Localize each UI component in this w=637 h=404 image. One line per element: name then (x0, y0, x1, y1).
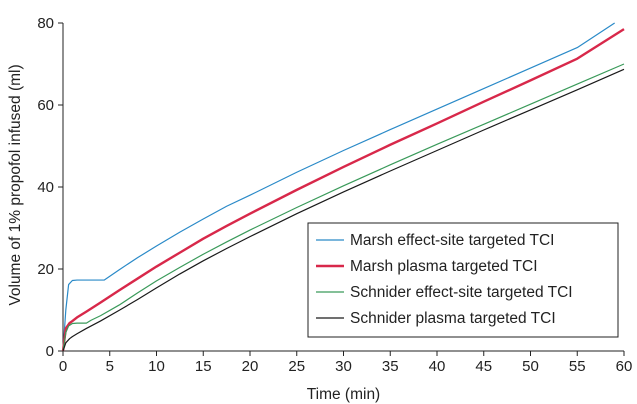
y-tick-label: 60 (37, 97, 54, 114)
legend-box (307, 222, 619, 338)
x-axis-title: Time (min) (307, 386, 380, 403)
legend-label: Marsh plasma targeted TCI (350, 258, 538, 275)
x-tick-label: 35 (382, 358, 399, 375)
x-tick-label: 30 (335, 358, 352, 375)
x-tick-label: 0 (59, 358, 67, 375)
x-tick-label: 10 (148, 358, 165, 375)
x-ticks: 0 5 10 15 20 25 30 35 40 45 50 55 60 (59, 351, 633, 375)
y-tick-label: 80 (37, 15, 54, 32)
x-tick-label: 60 (616, 358, 633, 375)
legend: Marsh effect-site targeted TCI Marsh plas… (307, 222, 619, 338)
x-tick-label: 5 (106, 358, 114, 375)
x-tick-label: 40 (429, 358, 446, 375)
y-ticks: 0 20 40 60 80 (37, 15, 63, 360)
x-tick-label: 45 (475, 358, 492, 375)
x-tick-label: 55 (569, 358, 586, 375)
series-lines (61, 22, 625, 352)
y-axis-title: Volume of 1% propofol infused (ml) (7, 64, 24, 305)
x-tick-label: 15 (195, 358, 212, 375)
legend-items: Marsh effect-site targeted TCI Marsh plas… (316, 232, 573, 327)
series-line-2 (61, 28, 625, 352)
legend-label: Schnider plasma targeted TCI (350, 310, 556, 327)
x-tick-label: 50 (522, 358, 539, 375)
x-tick-label: 25 (288, 358, 305, 375)
y-tick-label: 40 (37, 179, 54, 196)
series-line-3 (62, 63, 625, 352)
y-tick-label: 0 (46, 343, 54, 360)
legend-label: Marsh effect-site targeted TCI (350, 232, 554, 249)
legend-label: Schnider effect-site targeted TCI (350, 284, 573, 301)
x-tick-label: 20 (242, 358, 259, 375)
series-line-1 (62, 22, 615, 352)
y-tick-label: 20 (37, 261, 54, 278)
series-line-4 (62, 68, 625, 352)
